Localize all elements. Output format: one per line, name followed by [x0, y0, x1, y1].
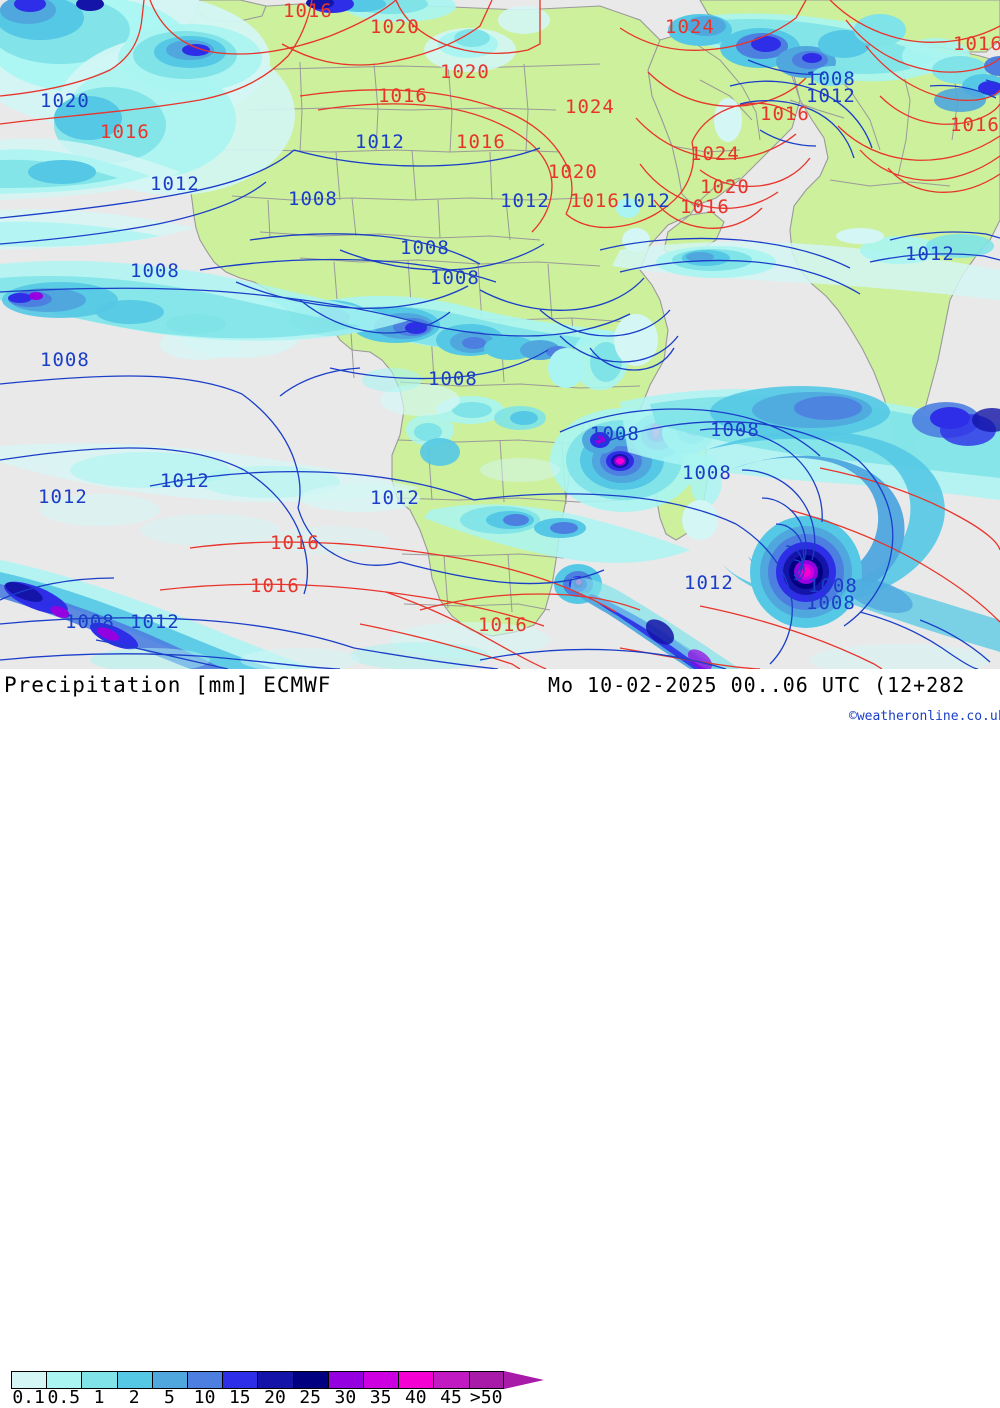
- precipitation-colorbar[interactable]: [11, 1371, 504, 1389]
- colorbar-tick-label: 45: [440, 1387, 462, 1408]
- colorbar-tick-label: 1: [93, 1387, 105, 1408]
- isobar-label: 1016: [283, 0, 333, 22]
- isobar-label: 1016: [378, 85, 428, 107]
- colorbar-tick-label: 35: [369, 1387, 392, 1408]
- isobar-label: 1008: [806, 68, 856, 90]
- precipitation-map[interactable]: 1020 1016 1012 1008 1008 1012 1012 1008 1012 1016…: [0, 0, 1000, 669]
- footer-credit: ©weatheronline.co.uk: [849, 709, 1000, 724]
- isobar-label: 1012: [130, 611, 180, 633]
- isobar-label: 1012: [905, 243, 955, 265]
- isobar-label: 1020: [370, 16, 420, 38]
- colorbar-tick-label: 2: [128, 1387, 140, 1408]
- isobar-label: 1020: [440, 61, 490, 83]
- isobar-label: 1016: [478, 614, 528, 636]
- isobar-label: 1008: [682, 462, 732, 484]
- isobar-label: 1008: [400, 237, 450, 259]
- colorbar-tick-label: >50: [469, 1387, 503, 1408]
- isobar-label: 1012: [370, 487, 420, 509]
- isobar-label: 1016: [250, 575, 300, 597]
- isobar-label: 1008: [430, 267, 480, 289]
- isobar-label: 1012: [355, 131, 405, 153]
- isobar-label: 1012: [150, 173, 200, 195]
- isobar-label: 1016: [953, 33, 1000, 55]
- isobar-label: 1016: [760, 103, 810, 125]
- colorbar-tick-label: 0.5: [47, 1387, 81, 1408]
- colorbar-tick-label: 0.1: [12, 1387, 45, 1408]
- isobar-label: 1008: [590, 423, 640, 445]
- isobar-label: 1008: [428, 368, 478, 390]
- isobar-label: 1016: [456, 131, 506, 153]
- colorbar-tick-label: 25: [299, 1387, 322, 1408]
- isobar-label: 1012: [160, 470, 210, 492]
- map-footer: Precipitation [mm] ECMWF Mo 10-02-2025 0…: [0, 669, 1000, 1408]
- footer-title: Precipitation [mm] ECMWF: [4, 673, 332, 697]
- isobar-label: 1016: [950, 114, 1000, 136]
- isobar-label: 1020: [700, 176, 750, 198]
- isobar-label: 1008: [288, 188, 338, 210]
- isobar-label: 1024: [690, 143, 740, 165]
- colorbar-tick-label: 15: [228, 1387, 251, 1408]
- isobar-label: 1008: [806, 592, 856, 614]
- isobar-label: 1008: [130, 260, 180, 282]
- isobar-label: 1012: [684, 572, 734, 594]
- isobar-label: 1012: [621, 190, 671, 212]
- isobar-label: 1020: [40, 90, 90, 112]
- isobar-label: 1008: [710, 419, 760, 441]
- isobar-label: 1016: [680, 196, 730, 218]
- isobar-label: 1012: [500, 190, 550, 212]
- isobar-label: 1012: [806, 85, 856, 107]
- isobar-low-contours: [0, 59, 1000, 669]
- colorbar-tick-label: 40: [404, 1387, 427, 1408]
- isobar-label: 1024: [565, 96, 615, 118]
- isobar-label: 1008: [808, 575, 858, 597]
- precipitation-layer: [0, 0, 1000, 669]
- isobar-label: 1016: [570, 190, 620, 212]
- colorbar-tick-label: 20: [264, 1387, 286, 1408]
- isobar-label: 1008: [40, 349, 90, 371]
- footer-date-valid-time: Mo 10-02-2025 00..06 UTC (12+282: [548, 673, 966, 697]
- isobar-label: 1016: [100, 121, 150, 143]
- colorbar-tick-label: 10: [193, 1387, 216, 1408]
- colorbar-overflow-arrow-icon: [503, 1371, 544, 1389]
- colorbar-tick-label: 5: [163, 1387, 175, 1408]
- isobar-label: 1008: [65, 611, 115, 633]
- colorbar-tick-label: 30: [334, 1387, 357, 1408]
- isobar-label: 1024: [665, 16, 715, 38]
- isobar-label: 1016: [270, 532, 320, 554]
- isobar-label: 1020: [548, 161, 598, 183]
- isobar-label: 1012: [38, 486, 88, 508]
